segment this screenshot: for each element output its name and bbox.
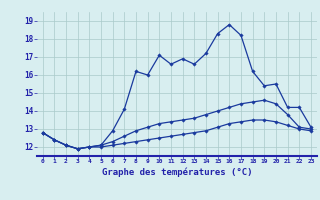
- X-axis label: Graphe des températures (°C): Graphe des températures (°C): [101, 167, 252, 177]
